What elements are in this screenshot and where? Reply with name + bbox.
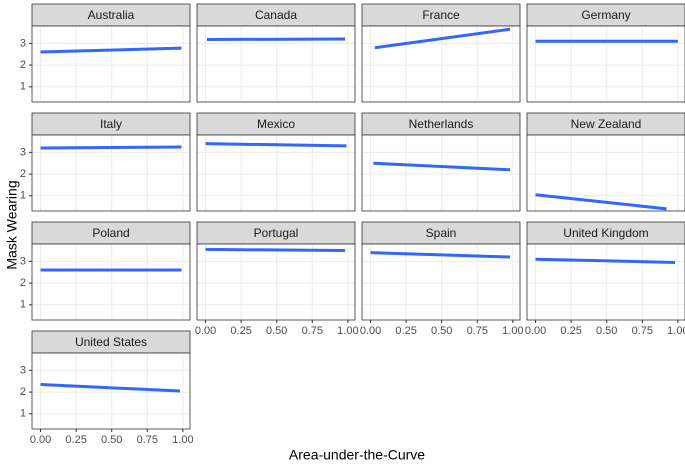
panel: [197, 26, 355, 102]
panel: [527, 244, 685, 320]
y-tick-label: 3: [20, 146, 26, 158]
y-tick-label: 1: [20, 190, 26, 202]
panel-border: [31, 25, 191, 103]
y-tick-label: 3: [20, 364, 26, 376]
panel: [527, 26, 685, 102]
x-tick-label: 0.50: [101, 434, 122, 446]
panel-border: [526, 134, 685, 212]
y-tick-label: 1: [20, 408, 26, 420]
x-tick-label: 0.50: [266, 325, 287, 337]
panel-border: [526, 243, 685, 321]
y-tick-label: 2: [20, 277, 26, 289]
panel: [197, 244, 355, 320]
trend-line: [370, 251, 511, 259]
y-tick-label: 2: [20, 59, 26, 71]
x-tick-label: 1.00: [172, 434, 193, 446]
panel: [197, 135, 355, 211]
y-tick-label: 1: [20, 81, 26, 93]
strip-title: Germany: [581, 8, 630, 22]
y-tick-label: 3: [20, 37, 26, 49]
y-tick-label: 2: [20, 386, 26, 398]
x-tick-label: 1.00: [667, 325, 685, 337]
trend-line: [205, 142, 347, 148]
trend-line: [40, 46, 182, 54]
y-tick-label: 2: [20, 168, 26, 180]
x-tick-label: 1.00: [337, 325, 358, 337]
x-tick-label: 0.00: [360, 325, 381, 337]
x-tick-label: 0.75: [137, 434, 158, 446]
x-tick-label: 0.25: [65, 434, 86, 446]
panel-border: [196, 134, 356, 212]
x-tick-label: 0.75: [632, 325, 653, 337]
panel-border: [361, 25, 521, 103]
x-tick-label: 0.00: [525, 325, 546, 337]
y-tick-label: 1: [20, 299, 26, 311]
panel-border: [31, 352, 191, 430]
panel: [362, 135, 520, 211]
x-tick-label: 0.50: [596, 325, 617, 337]
strip-title: United States: [75, 335, 147, 349]
strip-title: Italy: [100, 117, 122, 131]
x-tick-label: 0.00: [30, 434, 51, 446]
strip-title: New Zealand: [571, 117, 642, 131]
x-tick-label: 0.75: [302, 325, 323, 337]
trend-line: [374, 27, 511, 50]
panel-border: [31, 243, 191, 321]
panel: [32, 244, 190, 320]
panel: [527, 135, 685, 211]
panel-border: [31, 134, 191, 212]
x-tick-label: 0.00: [195, 325, 216, 337]
strip-title: Portugal: [254, 226, 299, 240]
strip-title: Spain: [426, 226, 457, 240]
x-axis-title: Area-under-the-Curve: [289, 447, 425, 463]
x-tick-label: 0.50: [431, 325, 452, 337]
panel-border: [196, 243, 356, 321]
trend-line: [535, 193, 667, 211]
x-tick-label: 0.25: [230, 325, 251, 337]
trend-line: [373, 161, 511, 172]
panel-border: [526, 25, 685, 103]
trend-line: [40, 145, 182, 150]
panel-border: [361, 134, 521, 212]
panel-border: [196, 25, 356, 103]
panel: [32, 26, 190, 102]
x-tick-label: 0.25: [395, 325, 416, 337]
x-tick-label: 1.00: [502, 325, 523, 337]
strip-title: United Kingdom: [563, 226, 648, 240]
y-tick-label: 3: [20, 255, 26, 267]
trend-line: [205, 247, 346, 253]
panel-border: [361, 243, 521, 321]
strip-title: Poland: [92, 226, 129, 240]
x-tick-label: 0.25: [560, 325, 581, 337]
strip-title: Australia: [88, 8, 135, 22]
x-tick-label: 0.75: [467, 325, 488, 337]
trend-line: [40, 382, 181, 393]
strip-title: Canada: [255, 8, 297, 22]
strip-title: France: [422, 8, 460, 22]
strip-title: Netherlands: [409, 117, 474, 131]
trend-line: [535, 257, 676, 264]
y-axis-title: Mask Wearing: [4, 180, 20, 269]
strip-title: Mexico: [257, 117, 295, 131]
